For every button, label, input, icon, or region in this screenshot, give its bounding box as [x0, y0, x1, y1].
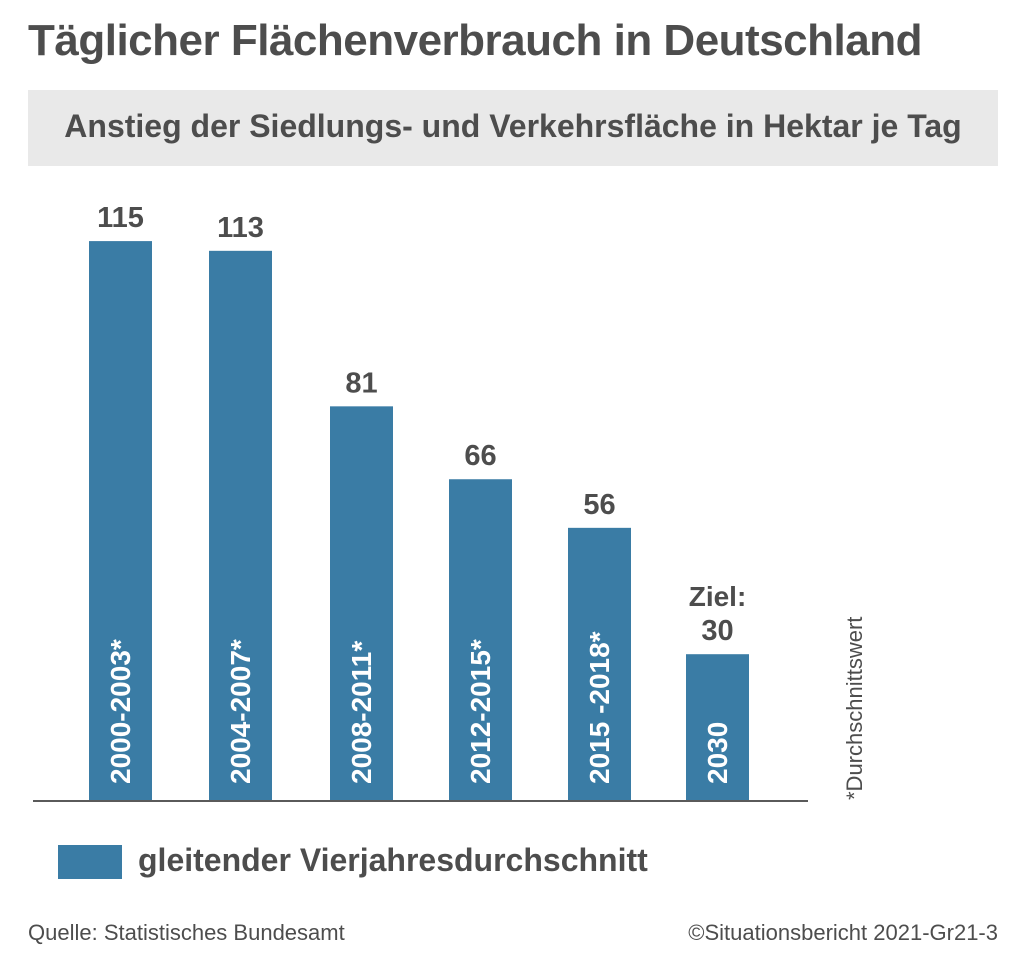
bar-value-label: 113	[217, 212, 264, 244]
bar-value-label: 115	[97, 202, 144, 234]
bar-value-label: 81	[345, 367, 377, 399]
bar-category-label: 2004-2007*	[225, 639, 256, 784]
bar	[686, 654, 749, 800]
bar-value-label: 56	[583, 489, 615, 521]
bar	[449, 479, 512, 800]
copyright-note: ©Situationsbericht 2021-Gr21-3	[688, 920, 998, 945]
target-prefix-label: Ziel:	[689, 581, 747, 612]
source-note: Quelle: Statistisches Bundesamt	[28, 920, 345, 945]
bar-category-label: 2015 -2018*	[584, 631, 615, 784]
chart-subtitle: Anstieg der Siedlungs- und Verkehrsfläch…	[64, 108, 962, 144]
footnote: *Durchschnittswert	[842, 616, 867, 800]
bar-value-label: 30	[701, 615, 733, 647]
bar-category-label: 2008-2011*	[346, 641, 377, 784]
bar	[209, 250, 272, 800]
bar	[330, 406, 393, 800]
bar-category-label: 2000-2003*	[105, 639, 136, 784]
chart-title: Täglicher Flächenverbrauch in Deutschlan…	[28, 16, 922, 65]
bar-category-label: 2030	[702, 722, 733, 784]
bar-value-label: 66	[464, 440, 496, 472]
subtitle-banner: Anstieg der Siedlungs- und Verkehrsfläch…	[28, 90, 998, 166]
bar	[89, 241, 152, 801]
legend-swatch	[58, 845, 122, 879]
legend-label: gleitender Vierjahresdurchschnitt	[138, 842, 648, 878]
bar	[568, 527, 631, 800]
bar-category-label: 2012-2015*	[465, 639, 496, 784]
